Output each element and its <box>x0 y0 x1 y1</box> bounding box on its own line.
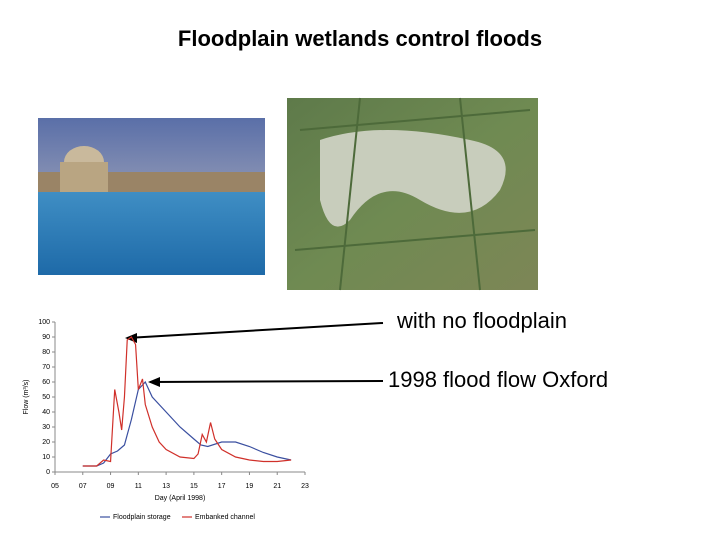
chart: Flow (m³/s) Day (April 1998) 0 10 20 30 40 50… <box>23 319 309 521</box>
arrow <box>126 322 384 339</box>
y-tick-label: 40 <box>42 409 50 416</box>
arrow <box>149 380 384 383</box>
x-tick-label: 07 <box>79 483 87 490</box>
y-tick-label: 80 <box>42 349 50 356</box>
y-tick-label: 50 <box>42 394 50 401</box>
annotation: with no floodplain <box>396 308 567 333</box>
y-tick-label: 30 <box>42 424 50 431</box>
annotation: 1998 flood flow Oxford <box>388 367 608 392</box>
x-tick-label: 23 <box>301 483 309 490</box>
y-tick-label: 10 <box>42 454 50 461</box>
slide-title: Floodplain wetlands control floods <box>178 26 542 51</box>
x-tick-label: 19 <box>246 483 254 490</box>
arrow-head <box>148 377 160 387</box>
series-line <box>82 336 292 467</box>
y-tick-label: 20 <box>42 439 50 446</box>
legend-label: Floodplain storage <box>113 514 171 521</box>
y-tick-label: 60 <box>42 379 50 386</box>
y-axis-label: Flow (m³/s) <box>23 380 30 415</box>
y-tick-label: 70 <box>42 364 50 371</box>
x-tick-label: 21 <box>273 483 281 490</box>
y-tick-label: 100 <box>38 319 50 326</box>
series-line <box>82 380 292 467</box>
y-tick-label: 90 <box>42 334 50 341</box>
y-tick-label: 0 <box>46 469 50 476</box>
aerial-photo <box>287 97 538 291</box>
x-tick-label: 09 <box>107 483 115 490</box>
oxford-photo <box>38 118 265 275</box>
x-tick-label: 17 <box>218 483 226 490</box>
legend-label: Embanked channel <box>195 514 255 521</box>
x-tick-label: 13 <box>162 483 170 490</box>
x-axis-label: Day (April 1998) <box>155 495 206 502</box>
x-tick-label: 11 <box>135 483 142 490</box>
x-tick-label: 05 <box>51 483 59 490</box>
x-tick-label: 15 <box>190 483 198 490</box>
